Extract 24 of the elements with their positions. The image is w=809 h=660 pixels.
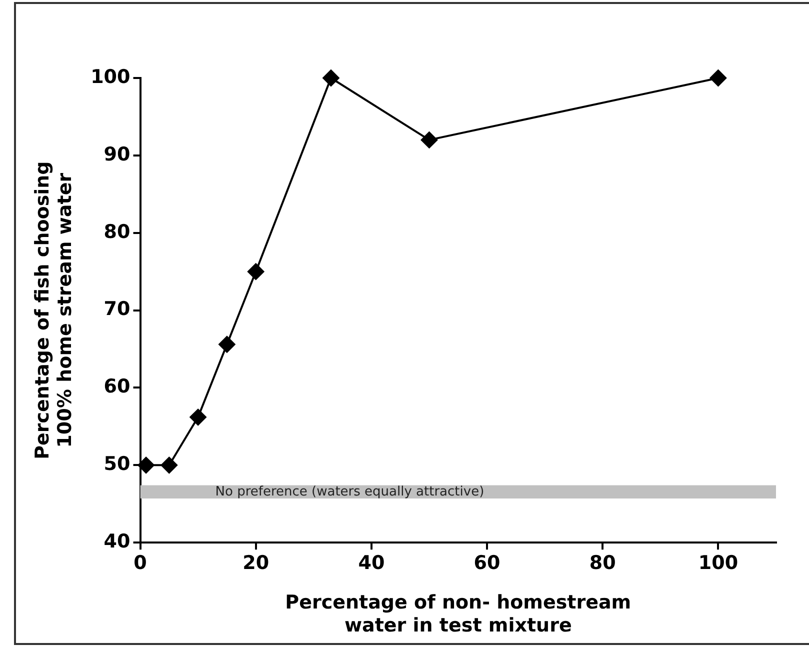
point xyxy=(138,456,155,474)
x-tick-label: 20 xyxy=(242,552,270,574)
x-axis-title: Percentage of non- homestream water in test mixture xyxy=(285,592,632,637)
point xyxy=(247,263,264,280)
point xyxy=(218,336,236,353)
y-tick-label: 100 xyxy=(90,66,130,88)
y-tick-label: 90 xyxy=(104,143,130,166)
point xyxy=(420,131,438,148)
point xyxy=(710,70,727,86)
point xyxy=(190,408,207,426)
y-tick-label: 60 xyxy=(104,376,130,398)
y-tick-label: 40 xyxy=(104,530,130,553)
y-tick-label: 70 xyxy=(104,298,130,320)
point xyxy=(160,456,178,474)
x-tick-label: 40 xyxy=(358,552,385,574)
x-tick-label: 80 xyxy=(589,552,616,574)
x-tick-label: 60 xyxy=(474,552,500,574)
y-axis-title: Percentage of fish choosing 100% home stream water xyxy=(31,161,76,460)
y-tick-label: 80 xyxy=(104,220,130,243)
x-tick-label: 0 xyxy=(134,552,147,574)
band-label: No preference (waters equally attractive) xyxy=(215,484,484,500)
y-tick-label: 50 xyxy=(104,453,130,476)
x-tick-label: 100 xyxy=(698,552,738,574)
point xyxy=(322,70,340,86)
